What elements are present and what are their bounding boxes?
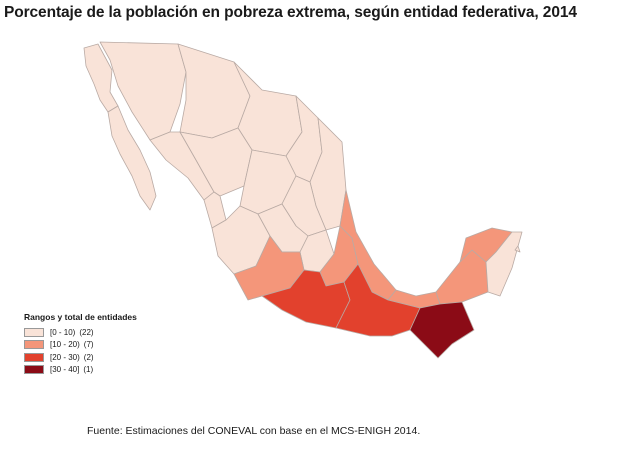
legend-count: (2): [83, 352, 94, 362]
legend-item: [20 - 30) (2): [24, 351, 137, 364]
state-michoacan: [233, 235, 305, 301]
source-note: Fuente: Estimaciones del CONEVAL con bas…: [87, 425, 421, 437]
state-nayarit: [203, 191, 227, 229]
state-chiapas: [409, 301, 475, 359]
map-title: Porcentaje de la población en pobreza ex…: [4, 4, 577, 21]
legend-range: [20 - 30): [50, 352, 80, 362]
legend-range: [0 - 10): [50, 327, 76, 337]
map-legend: Rangos y total de entidades [0 - 10) (22…: [24, 312, 137, 376]
legend-item: [0 - 10) (22): [24, 326, 137, 339]
legend-range: [10 - 20): [50, 340, 80, 350]
legend-range: [30 - 40]: [50, 365, 80, 375]
legend-swatch: [24, 352, 44, 362]
legend-count: (22): [79, 327, 94, 337]
legend-item: [30 - 40] (1): [24, 364, 137, 377]
legend-item: [10 - 20) (7): [24, 339, 137, 352]
island-cozumel: [514, 245, 521, 253]
legend-title: Rangos y total de entidades: [24, 312, 137, 322]
legend-swatch: [24, 327, 44, 337]
state-baja-california-sur: [107, 105, 157, 211]
legend-swatch: [24, 340, 44, 350]
legend-swatch: [24, 365, 44, 375]
legend-count: (7): [83, 340, 94, 350]
legend-count: (1): [83, 365, 94, 375]
